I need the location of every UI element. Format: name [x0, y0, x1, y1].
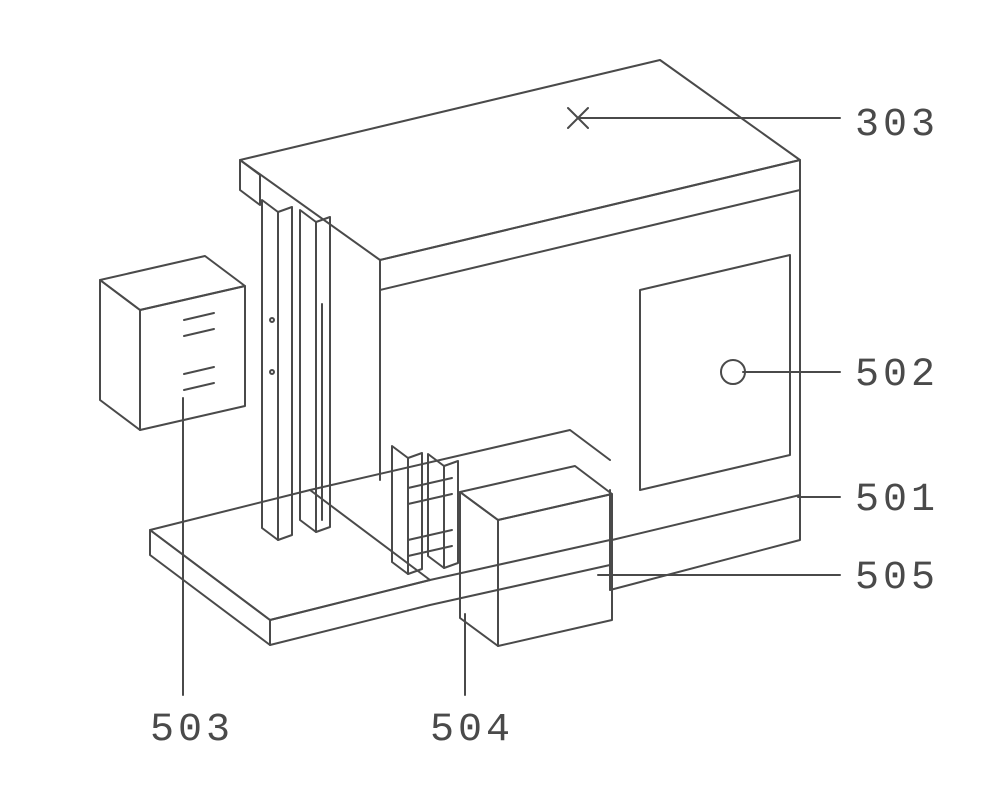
panel-502-hole [721, 360, 745, 384]
label-303: 303 [855, 103, 939, 148]
left-block [100, 256, 245, 430]
right-rails [392, 446, 458, 574]
label-505: 505 [855, 556, 939, 601]
label-502: 502 [855, 353, 939, 398]
diagram-canvas: 303 502 501 505 503 504 [0, 0, 1000, 791]
left-block-pins [184, 313, 274, 390]
top-slab-front [380, 160, 800, 290]
bottom-slab-top-face-ext [310, 430, 610, 490]
right-block-pins [408, 478, 452, 556]
body-right-face [610, 190, 800, 590]
bottom-slab-left [150, 530, 270, 645]
top-slab-top-face [240, 60, 800, 260]
label-503: 503 [150, 708, 234, 753]
label-501: 501 [855, 478, 939, 523]
bottom-slab-front [270, 540, 610, 645]
label-504: 504 [430, 708, 514, 753]
bottom-slab-top-face [150, 490, 430, 620]
top-slab-left-edge [240, 160, 260, 205]
panel-501-strip [612, 495, 800, 540]
